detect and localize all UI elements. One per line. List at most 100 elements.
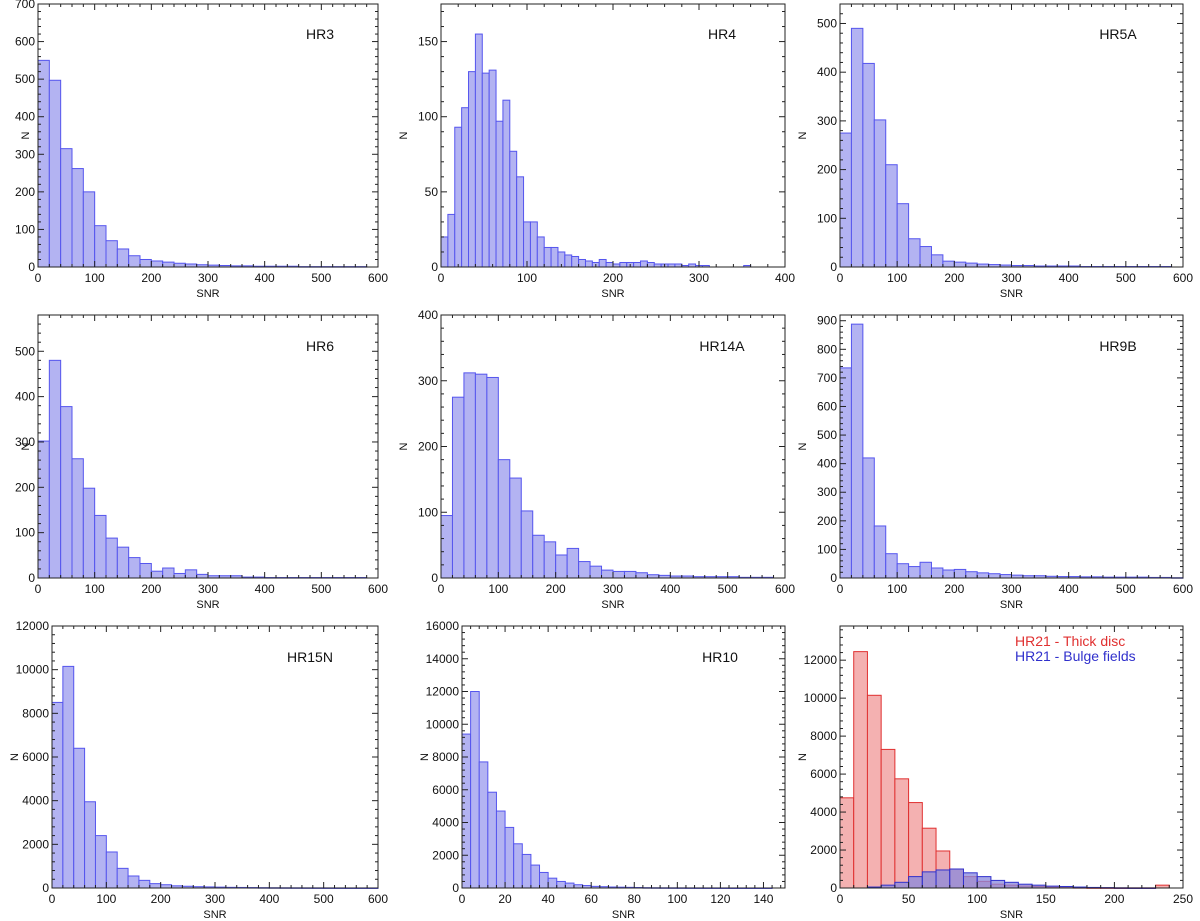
y-tick-label: 300 (817, 485, 837, 499)
x-tick-label: 60 (585, 892, 599, 906)
histogram-bar (116, 546, 130, 579)
x-tick-label: 200 (944, 271, 964, 285)
x-tick-label: 500 (311, 582, 331, 596)
y-axis-label: N (398, 442, 410, 450)
histogram-bar (635, 572, 648, 579)
y-tick-label: 200 (418, 440, 438, 454)
histogram-bar (82, 487, 96, 579)
histogram-bar (502, 99, 511, 268)
histogram-bar (94, 225, 107, 268)
histogram-bar (976, 876, 992, 889)
histogram-bar (853, 651, 868, 889)
y-tick-label: 200 (817, 514, 837, 528)
y-tick-label: 800 (817, 342, 837, 356)
histogram-bar (896, 203, 910, 268)
histogram-bar (578, 561, 591, 579)
x-tick-label: 100 (517, 271, 537, 285)
histogram-bar (447, 213, 456, 268)
x-tick-label: 200 (546, 582, 566, 596)
histogram-bar (646, 261, 655, 268)
x-tick-label: 100 (85, 271, 105, 285)
histogram-bar (873, 525, 887, 579)
histogram-bar (571, 255, 580, 268)
histogram-bar (532, 534, 545, 579)
histogram-bar (523, 221, 531, 268)
histogram-bar (919, 246, 932, 268)
panel-title: HR3 (306, 26, 334, 42)
x-tick-label: 0 (837, 892, 844, 906)
panel-title: HR4 (708, 26, 736, 42)
y-tick-label: 0 (830, 571, 837, 585)
x-tick-label: 0 (459, 892, 466, 906)
histogram-bar (139, 258, 152, 268)
histogram-bar (962, 872, 978, 889)
x-axis-label: SNR (203, 909, 226, 921)
y-tick-label: 8000 (810, 729, 837, 743)
histogram-bar (839, 367, 852, 579)
histogram-bar (850, 27, 864, 268)
y-tick-label: 50 (425, 185, 439, 199)
y-axis-label: N (20, 131, 32, 139)
histogram-bar (37, 440, 50, 579)
histogram-bar (513, 843, 523, 889)
x-tick-label: 40 (541, 892, 555, 906)
histogram-bar (908, 802, 923, 889)
plot-frame (839, 314, 1184, 579)
histogram-bar (504, 826, 515, 889)
panel-hr10: 0 20 40 60 80 100 120 140 0 2000 4000 6000 8000 10000… (419, 619, 786, 921)
y-tick-label: 0 (42, 881, 49, 895)
histogram-bar (589, 565, 603, 579)
y-axis-label: N (9, 753, 21, 761)
y-tick-label: 500 (15, 72, 35, 86)
y-tick-label: 2000 (432, 848, 459, 862)
histogram-bar (885, 553, 898, 579)
y-tick-label: 0 (431, 260, 438, 274)
histogram-bar (463, 372, 476, 579)
y-tick-label: 8000 (22, 706, 49, 720)
histogram-bar (965, 262, 978, 268)
histogram-bar (150, 570, 164, 579)
histogram-bar (894, 778, 910, 889)
x-tick-label: 20 (498, 892, 512, 906)
y-axis-label: N (797, 442, 809, 450)
histogram-bar (481, 72, 490, 268)
x-tick-label: 400 (255, 271, 275, 285)
panel-title: HR9B (1099, 338, 1136, 354)
histogram-bar (71, 458, 84, 579)
histogram-bar (894, 881, 910, 889)
histogram-bar (149, 883, 162, 889)
x-tick-label: 120 (710, 892, 730, 906)
histogram-bar (516, 176, 525, 268)
histogram-bar (530, 864, 541, 889)
x-tick-label: 200 (944, 582, 964, 596)
histogram-bar (640, 260, 648, 268)
y-tick-label: 500 (817, 16, 837, 30)
histogram-bar (564, 882, 575, 889)
y-tick-label: 6000 (432, 783, 459, 797)
y-tick-label: 0 (830, 260, 837, 274)
histogram-bar (578, 258, 586, 268)
histogram-bar (850, 323, 864, 579)
histogram-bar (474, 33, 483, 268)
panel-title: HR5A (1099, 26, 1137, 42)
histogram-bar (942, 569, 955, 579)
x-tick-label: 0 (837, 271, 844, 285)
panel-title: HR10 (702, 649, 738, 665)
y-tick-label: 400 (15, 390, 35, 404)
panel-hr21: 0 50 100 150 200 250 0 2000 4000 6000 8000 10000 120… (797, 625, 1193, 921)
x-tick-label: 100 (887, 271, 907, 285)
histogram-bar (953, 568, 967, 579)
x-tick-label: 500 (1116, 582, 1136, 596)
y-axis-label: N (797, 131, 809, 139)
x-axis-label: SNR (196, 599, 219, 611)
y-tick-label: 10000 (804, 691, 838, 705)
x-tick-label: 200 (603, 271, 623, 285)
histogram-bar (451, 396, 465, 579)
y-tick-label: 400 (15, 110, 35, 124)
y-tick-label: 0 (431, 571, 438, 585)
histogram-bar (139, 562, 152, 579)
histogram-bar (908, 876, 923, 889)
x-axis-label: SNR (601, 288, 624, 300)
y-tick-label: 200 (15, 480, 35, 494)
x-tick-label: 600 (1173, 271, 1193, 285)
